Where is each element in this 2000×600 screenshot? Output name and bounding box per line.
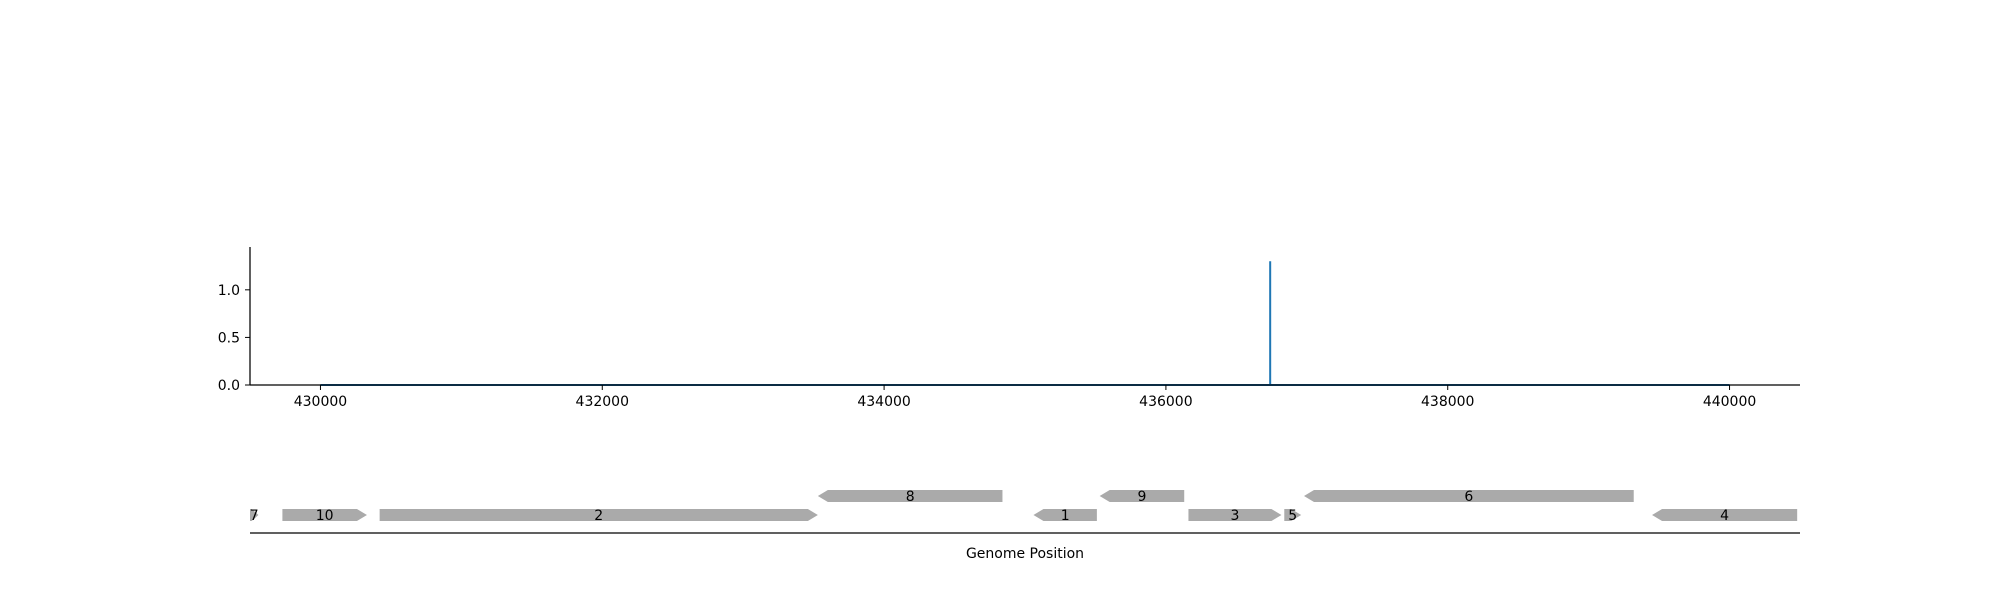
- y-tick-label: 1.0: [218, 283, 240, 299]
- gene-arrow: [250, 509, 259, 521]
- gene-7: 7: [250, 508, 259, 524]
- gene-label: 8: [906, 489, 915, 505]
- x-tick-label: 430000: [294, 394, 347, 410]
- gene-arrow: [282, 509, 367, 521]
- y-tick-label: 0.0: [218, 378, 240, 394]
- gene-arrow: [1188, 509, 1282, 521]
- gene-arrow: [1284, 509, 1302, 521]
- gene-1: 1: [1033, 508, 1097, 524]
- gene-4: 4: [1652, 508, 1798, 524]
- x-tick-label: 436000: [1139, 394, 1192, 410]
- gene-label: 5: [1288, 508, 1297, 524]
- gene-label: 7: [250, 508, 259, 524]
- gene-9: 9: [1099, 489, 1185, 505]
- signal-panel: 0.0 0.5 1.0 430000 432000 434000 436000 438000…: [218, 247, 1800, 410]
- gene-arrow: [1099, 490, 1185, 502]
- gene-6: 6: [1304, 489, 1634, 505]
- gene-5: 5: [1284, 508, 1302, 524]
- gene-label: 2: [594, 508, 603, 524]
- gene-arrow: [379, 509, 818, 521]
- signal-series: [320, 261, 1730, 386]
- x-tick-label: 438000: [1421, 394, 1474, 410]
- signal-x-ticks: 430000 432000 434000 436000 438000 440000: [294, 385, 1756, 410]
- gene-arrow: [817, 490, 1003, 502]
- gene-label: 10: [316, 508, 334, 524]
- gene-x-axis-label: Genome Position: [966, 546, 1084, 562]
- signal-line: [320, 261, 1730, 386]
- gene-label: 4: [1720, 508, 1729, 524]
- gene-arrow: [1304, 490, 1634, 502]
- gene-panel: 7 10 2 8 1 9 3 5 6 4 Genome Position: [250, 489, 1800, 562]
- gene-label: 3: [1230, 508, 1239, 524]
- gene-label: 9: [1137, 489, 1146, 505]
- x-tick-label: 440000: [1703, 394, 1756, 410]
- gene-2: 2: [379, 508, 818, 524]
- gene-10: 10: [282, 508, 367, 524]
- gene-3: 3: [1188, 508, 1282, 524]
- x-tick-label: 432000: [576, 394, 629, 410]
- gene-label: 6: [1464, 489, 1473, 505]
- gene-arrow: [1033, 509, 1097, 521]
- gene-8: 8: [817, 489, 1003, 505]
- gene-arrow: [1652, 509, 1798, 521]
- x-tick-label: 434000: [857, 394, 910, 410]
- y-tick-label: 0.5: [218, 330, 240, 346]
- gene-arrows: 7 10 2 8 1 9 3 5 6 4: [250, 489, 1798, 524]
- signal-y-ticks: 0.0 0.5 1.0: [218, 283, 250, 394]
- gene-label: 1: [1061, 508, 1070, 524]
